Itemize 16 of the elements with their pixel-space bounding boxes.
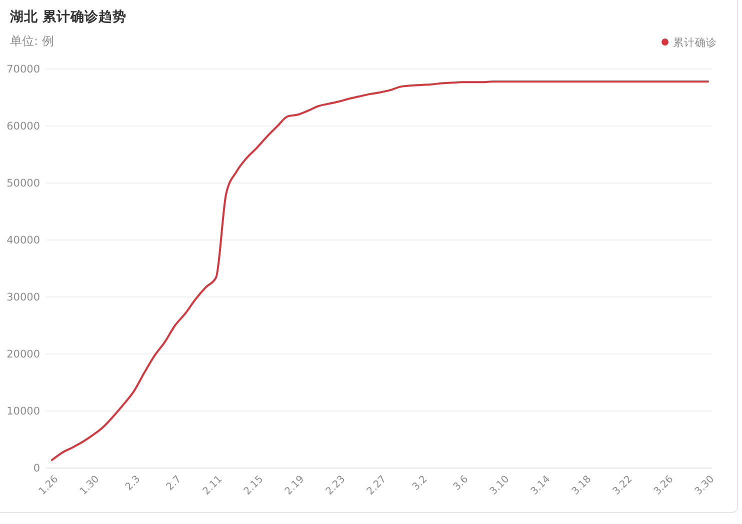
y-tick-label: 0 [33, 462, 40, 474]
y-tick-label: 10000 [6, 405, 40, 418]
x-tick-label: 3.6 [452, 474, 471, 493]
y-tick-label: 60000 [6, 120, 40, 132]
y-tick-label: 40000 [6, 234, 40, 246]
y-tick-label: 50000 [6, 177, 40, 190]
y-tick-label: 70000 [6, 63, 40, 76]
x-tick-label: 2.3 [124, 474, 143, 493]
y-tick-label: 30000 [6, 291, 40, 304]
line-series [51, 80, 709, 462]
chart-subtitle: 单位: 例 [10, 34, 54, 48]
chart-title: 湖北 累计确诊趋势 [9, 9, 127, 25]
x-tick-label: 3.2 [410, 474, 430, 493]
x-tick-label: 2.7 [164, 474, 184, 493]
legend-label: 累计确诊 [673, 36, 717, 49]
y-tick-label: 20000 [6, 348, 40, 360]
